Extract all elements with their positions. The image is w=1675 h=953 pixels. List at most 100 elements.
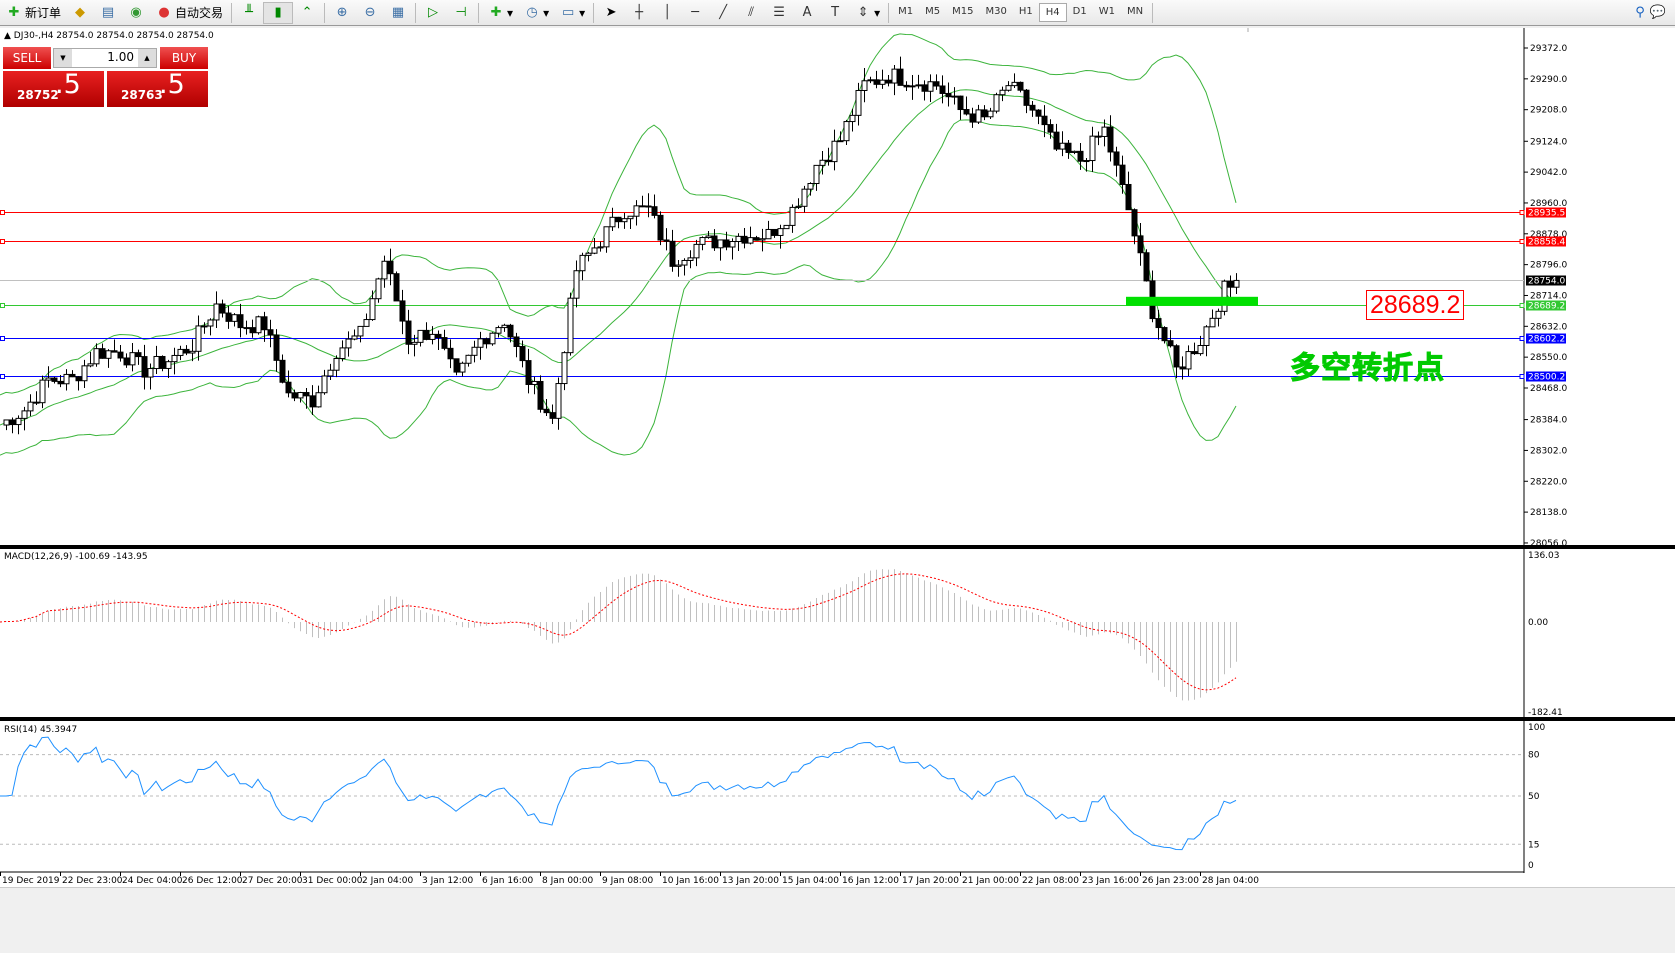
candle-body [579,254,586,272]
timeframe-w1[interactable]: W1 [1098,6,1115,17]
chart-canvas[interactable]: 29372.0 29290.0 29208.0 29124.0 29042.0 28960… [0,28,1675,888]
timeframe-m15[interactable]: M15 [952,6,974,17]
timeframe-m5[interactable]: M5 [925,6,941,17]
channel-button[interactable]: ⫽ [737,2,765,24]
level-price-label: 28858.4 [1528,238,1565,248]
label-button[interactable]: T [821,2,849,24]
candle-chart-button[interactable]: ▮ [263,1,294,24]
lot-stepper[interactable]: ▼ 1.00 ▲ [53,48,157,68]
line-chart-button[interactable]: ⌃ [293,2,321,24]
sell-price-main: 28752 [17,88,59,102]
candle-body [609,216,616,228]
candle-body [1017,81,1024,91]
candle-body [1173,345,1180,368]
auto-trading-button[interactable]: ● 自动交易 [150,2,228,24]
line-chart-icon: ⌃ [301,5,313,20]
candle-body [843,121,850,142]
candle-body [267,329,274,336]
level-price-label: 28754.0 [1528,277,1565,287]
price-tick-label: 28138.0 [1530,508,1567,518]
candle-body [819,159,826,166]
candle-body [675,264,682,267]
chat-icon[interactable]: 💬 [1649,5,1667,20]
candle-body [669,240,676,267]
price-annotation[interactable]: 28689.2 [1366,290,1465,320]
zoom-out-button[interactable]: ⊖ [356,2,384,24]
candle-body [927,81,934,92]
tile-windows-button[interactable]: ▦ [384,2,412,24]
new-order-button[interactable]: ✚ 新订单 [0,2,66,24]
zoom-in-icon: ⊕ [336,5,348,20]
text-button[interactable]: A [793,2,821,24]
bottom-border [0,887,1675,888]
candle-body [1227,280,1234,288]
candle-body [237,314,244,329]
templates-button[interactable]: ▭ ▾ [554,2,590,24]
timeframe-m1[interactable]: M1 [898,6,914,17]
buy-price[interactable]: 28763.5 [107,69,208,107]
lot-input[interactable]: 1.00 [107,50,134,64]
indicators-button[interactable]: ✚ ▾ [482,2,518,24]
divider [478,2,480,23]
candle-body [165,361,172,369]
lot-increase-button[interactable]: ▲ [138,49,156,67]
market-watch-button[interactable]: ◆ [66,2,94,24]
candle-body [93,348,100,365]
sell-button[interactable]: SELL [3,47,51,69]
timeframe-h4[interactable]: H4 [1038,3,1067,22]
candle-body [543,408,550,414]
candle-body [1161,327,1168,342]
candle-body [699,237,706,245]
candle-body [729,241,736,248]
sell-price-pip: .5 [55,69,81,100]
buy-button[interactable]: BUY [160,47,208,69]
level-handle [0,303,5,308]
timeframe-mn[interactable]: MN [1126,6,1144,17]
bar-chart-button[interactable]: ╨ [235,2,263,24]
candle-body [27,401,34,412]
auto-scroll-button[interactable]: ▷ [419,2,447,24]
crosshair-button[interactable]: ┼ [625,2,653,24]
arrows-button[interactable]: ⇕ ▾ [849,2,885,24]
candle-body [939,85,946,94]
candle-body [1011,81,1018,87]
candle-body [1191,351,1198,355]
periods-button[interactable]: ◷ ▾ [518,2,554,24]
zoom-in-button[interactable]: ⊕ [328,2,356,24]
chart-window[interactable]: 29372.0 29290.0 29208.0 29124.0 29042.0 28960… [0,28,1675,888]
cursor-button[interactable]: ➤ [597,2,625,24]
time-tick-label: 6 Jan 16:00 [482,876,534,886]
candle-body [1131,209,1138,237]
level-handle [1519,374,1525,379]
level-price-tag [1526,371,1566,382]
sell-price[interactable]: 28752.5 [3,69,104,107]
macd-axis-label: 136.03 [1528,551,1560,561]
candle-body [357,325,364,337]
candle-body [141,356,148,378]
timeframe-h1[interactable]: H1 [1018,6,1033,17]
trendline-button[interactable]: ╱ [709,2,737,24]
lot-decrease-button[interactable]: ▼ [54,49,72,67]
candle-body [1119,164,1126,185]
chart-shift-icon: ⊣ [455,5,467,20]
chart-shift-button[interactable]: ⊣ [447,2,475,24]
candle-body [1023,89,1030,106]
search-icon[interactable]: ⚲ [1635,5,1645,20]
timeframe-d1[interactable]: D1 [1072,6,1087,17]
arrows-icon: ⇕ [857,5,869,20]
candle-body [801,188,808,207]
candle-body [87,363,94,367]
turning-point-label[interactable]: 多空转折点 [1290,351,1445,387]
candle-body [219,303,226,314]
time-tick-label: 23 Jan 16:00 [1082,876,1139,886]
signals-button[interactable]: ◉ [122,2,150,24]
navigator-button[interactable]: ▤ [94,2,122,24]
vertical-line-button[interactable]: │ [653,2,681,24]
candle-body [663,239,670,242]
time-tick-label: 17 Jan 20:00 [902,876,959,886]
candlestick-icon: ▮ [274,5,282,20]
fibonacci-button[interactable]: ☰ [765,2,793,24]
timeframe-m30[interactable]: M30 [985,6,1007,17]
price-tick-label: 28878.0 [1530,230,1567,240]
horizontal-line-button[interactable]: ─ [681,2,709,24]
